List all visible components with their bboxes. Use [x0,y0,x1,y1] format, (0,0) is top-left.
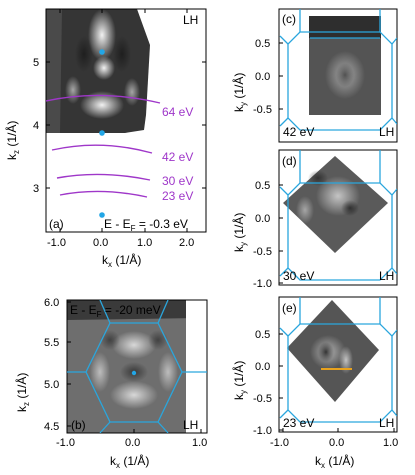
panel-a-xtick-2: 1.0 [137,237,152,249]
panel-c-tag: (c) [282,12,296,26]
panel-b-ytick-3: 6.0 [44,297,59,309]
panel-a: LH 64 eV 42 eV 30 eV 23 eV (a) E - EF = … [4,8,207,269]
panel-b-bz-outline [67,300,207,433]
panel-c-y-ticks [279,42,283,110]
panel-c-polarization: LH [379,125,394,139]
panel-b-xtick-2: 1.0 [192,437,207,449]
gamma-point-middle [99,130,105,136]
panel-e-energy: 23 eV [283,416,314,430]
panel-a-ytick-0: 3 [33,183,39,195]
panel-b-tag: (b) [71,418,86,432]
panel-e-ytick-0: -1.0 [253,425,272,437]
label-23ev: 23 eV [162,189,193,203]
panel-b-y-ticks [67,301,71,427]
panel-a-ytick-2: 5 [33,57,39,69]
panel-b-x-ticks [66,429,202,433]
panel-b-energy-label: E - EF = -20 meV [70,303,161,319]
kz-arc-64ev [46,94,161,104]
panel-e-ytick-2: 0.0 [255,361,270,373]
panel-e: (e) 23 eV LH -1.0 -0.5 0.0 0.5 ky (1/Å) … [231,296,398,470]
panel-b-frame [66,299,208,434]
panel-b: E - EF = -20 meV (b) LH -1.0 0.0 1.0 kx … [14,297,208,470]
panel-a-ytick-1: 4 [33,120,39,132]
panel-e-xtick-2: 1.0 [383,437,398,449]
panel-b-ylabel: kz (1/Å) [14,373,31,412]
label-64ev: 64 eV [162,105,193,119]
panel-a-xlabel: kx (1/Å) [102,252,141,269]
panel-d-bz-outline [279,150,397,281]
panel-a-frame [45,8,207,233]
panel-c-intensity-map [309,16,381,115]
panel-d-ytick-0: -1.0 [253,278,272,290]
panel-e-x-ticks [282,428,395,432]
panel-c-ytick-0: -0.5 [253,104,272,116]
panel-a-energy-label: E - EF = -0.3 eV [104,217,188,233]
kz-arc-42ev [51,144,153,154]
gamma-point-upper [99,49,105,55]
panel-e-polarization: LH [379,416,394,430]
panel-c-ytick-2: 0.5 [255,38,270,50]
panel-a-x-ticks [59,9,188,232]
panel-e-intensity-map [287,300,379,402]
gamma-point-lower [99,212,105,218]
panel-a-ylabel: kz (1/Å) [4,121,21,160]
panel-d-ytick-1: -0.5 [253,246,272,258]
panel-e-xtick-1: 0.0 [329,437,344,449]
panel-b-xtick-1: 0.0 [125,437,140,449]
panel-d-ylabel: ky (1/Å) [231,213,248,252]
gamma-point [131,370,137,376]
panel-b-xtick-0: -1.0 [56,437,75,449]
label-30ev: 30 eV [162,174,193,188]
panel-a-xtick-1: 0.0 [93,237,108,249]
panel-c-ytick-1: 0.0 [255,71,270,83]
panel-e-y-ticks [279,333,283,431]
bz-hexagon-neighbors [67,300,207,433]
kz-arc-23ev [59,190,148,198]
panel-a-xtick-0: -1.0 [47,237,66,249]
panel-b-ytick-1: 5.0 [44,379,59,391]
panel-b-ytick-0: 4.5 [44,421,59,433]
panel-a-tag: (a) [49,217,64,231]
panel-c-ylabel: ky (1/Å) [231,73,248,112]
panel-d-ytick-3: 0.5 [255,180,270,192]
panel-a-kz-arcs [46,94,161,198]
panel-e-xtick-0: -1.0 [270,437,289,449]
panel-c: (c) 42 eV LH -0.5 0.0 0.5 ky (1/Å) [231,8,398,143]
panel-e-ylabel: ky (1/Å) [231,361,248,400]
panel-d-ytick-2: 0.0 [255,213,270,225]
panel-a-polarization: LH [183,13,198,27]
panel-e-bz-outline [279,297,397,423]
panel-d-y-ticks [279,184,283,284]
bz-hexagon-middle [68,133,138,175]
kz-arc-30ev [56,173,151,181]
panel-b-intensity-map [67,300,207,433]
label-42ev: 42 eV [162,150,193,164]
panel-d-intensity-map [283,156,388,253]
panel-d-energy: 30 eV [283,269,314,283]
panel-a-y-ticks [46,61,206,189]
panel-b-ytick-2: 5.5 [44,337,59,349]
panel-d: (d) 30 eV LH -1.0 -0.5 0.0 0.5 ky (1/Å) [231,149,398,290]
panel-e-ytick-3: 0.5 [255,329,270,341]
panel-b-polarization: LH [183,418,198,432]
panel-c-energy: 42 eV [283,125,314,139]
panel-a-xtick-3: 2.0 [179,237,194,249]
panel-e-xlabel: kx (1/Å) [315,453,354,470]
panel-e-tag: (e) [282,301,297,315]
panel-c-bz-outline [279,9,397,131]
panel-e-ytick-1: -0.5 [253,393,272,405]
panel-d-tag: (d) [282,154,297,168]
panel-b-xlabel: kx (1/Å) [110,453,149,470]
panel-d-polarization: LH [379,269,394,283]
panel-a-intensity-map [46,9,150,133]
